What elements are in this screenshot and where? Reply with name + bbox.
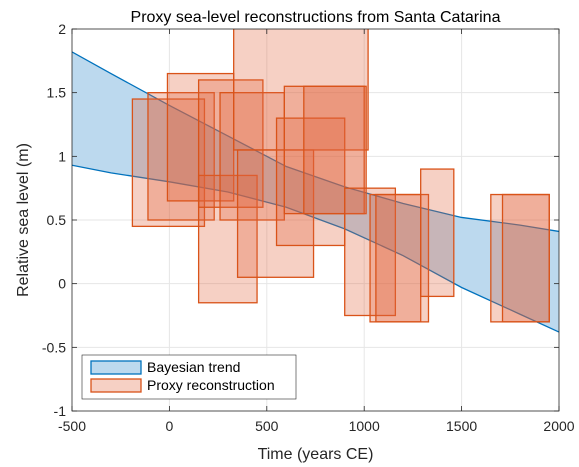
y-tick-label: 2 [58, 21, 66, 37]
chart-title: Proxy sea-level reconstructions from San… [131, 9, 501, 26]
proxy-box [501, 193, 550, 323]
x-tick-label: 0 [166, 418, 174, 434]
y-tick-label: 0 [58, 276, 66, 292]
x-tick-label: 1500 [446, 418, 477, 434]
legend: Bayesian trend Proxy reconstruction [81, 354, 297, 400]
proxy-box [197, 174, 258, 304]
trend-band [72, 51, 559, 333]
legend-swatch-proxy [90, 378, 142, 393]
x-axis-label: Time (years CE) [258, 446, 374, 463]
x-tick-label: 500 [255, 418, 279, 434]
y-tick-label: 1.5 [47, 85, 67, 101]
y-tick-label: -1 [54, 403, 67, 419]
y-axis-label: Relative sea level (m) [15, 143, 32, 297]
proxy-box [283, 85, 365, 215]
legend-label-proxy: Proxy reconstruction [147, 377, 275, 393]
proxy-box [303, 85, 367, 215]
proxy-box [131, 98, 206, 228]
proxy-box [147, 92, 215, 221]
y-tick-label: 1 [58, 148, 66, 164]
legend-swatch-trend [90, 360, 142, 375]
y-tick-label: -0.5 [42, 339, 66, 355]
x-tick-label: 1000 [349, 418, 380, 434]
proxy-layer [131, 29, 550, 323]
x-tick-label: 2000 [543, 418, 574, 434]
proxy-box [375, 193, 430, 323]
proxy-box [420, 168, 455, 298]
legend-label-trend: Bayesian trend [147, 359, 240, 375]
proxy-box [166, 72, 235, 202]
proxy-box [219, 92, 285, 221]
proxy-box [275, 117, 346, 247]
axis-ticks: -500 0 500 1000 1500 2000 -1 -0.5 0 0.5 1 1.5 2 [42, 21, 575, 434]
x-tick-label: -500 [58, 418, 86, 434]
y-tick-label: 0.5 [47, 212, 67, 228]
proxy-box [197, 79, 264, 208]
